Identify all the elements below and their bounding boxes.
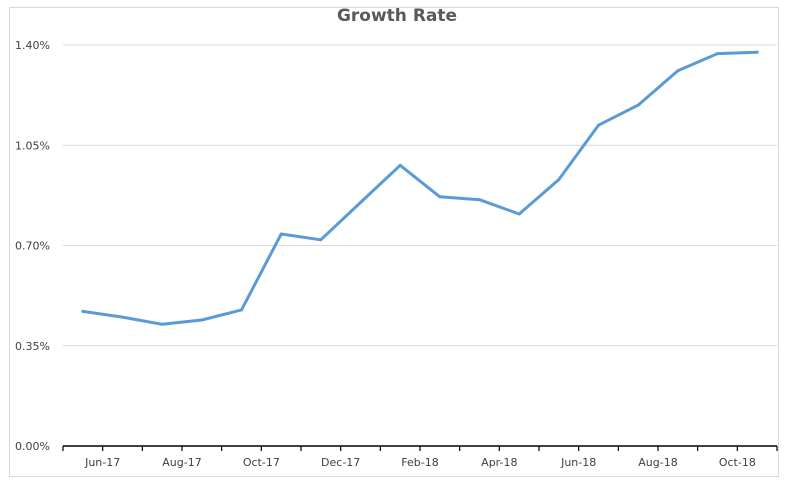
data-point	[200, 318, 204, 322]
x-tick-label: Apr-18	[481, 456, 517, 469]
x-axis	[62, 445, 778, 451]
x-tick-label: Jun-18	[560, 456, 596, 469]
y-tick-label: 1.05%	[15, 139, 50, 152]
data-point	[81, 309, 85, 313]
data-point	[755, 50, 759, 54]
gridlines	[63, 44, 777, 347]
data-point	[597, 123, 600, 127]
data-point	[517, 212, 521, 216]
data-point	[478, 198, 481, 202]
data-point	[121, 315, 124, 319]
data-point	[676, 69, 680, 73]
data-point	[240, 308, 243, 312]
y-tick-label: 1.40%	[15, 39, 50, 52]
x-tick-label: Aug-18	[638, 456, 677, 469]
y-tick-label: 0.70%	[15, 240, 50, 253]
x-tick-label: Oct-18	[719, 456, 756, 469]
x-tick-label: Aug-17	[162, 456, 201, 469]
data-point	[279, 232, 283, 236]
x-tick-label: Dec-17	[321, 456, 360, 469]
series-layer	[81, 50, 759, 326]
y-tick-label: 0.35%	[15, 340, 50, 353]
x-tick-label: Jun-17	[84, 456, 120, 469]
chart-title: Growth Rate	[336, 6, 458, 26]
y-tick-label: 0.00%	[15, 440, 50, 453]
data-point	[160, 322, 164, 326]
chart-frame	[9, 7, 779, 477]
x-tick-label: Feb-18	[401, 456, 438, 469]
data-point	[636, 103, 640, 107]
data-point	[438, 195, 442, 199]
series-line	[81, 50, 759, 326]
data-point	[716, 52, 719, 56]
y-axis-labels: 0.00% 0.35% 0.70% 1.05% 1.40%	[15, 39, 50, 453]
data-point	[557, 178, 561, 182]
x-tick-label: Oct-17	[243, 456, 280, 469]
data-point	[359, 201, 362, 205]
data-point	[319, 238, 323, 242]
data-point	[398, 163, 402, 167]
x-axis-labels: Jun-17 Aug-17 Oct-17 Dec-17 Feb-18 Apr-18 Jun-…	[84, 456, 756, 469]
